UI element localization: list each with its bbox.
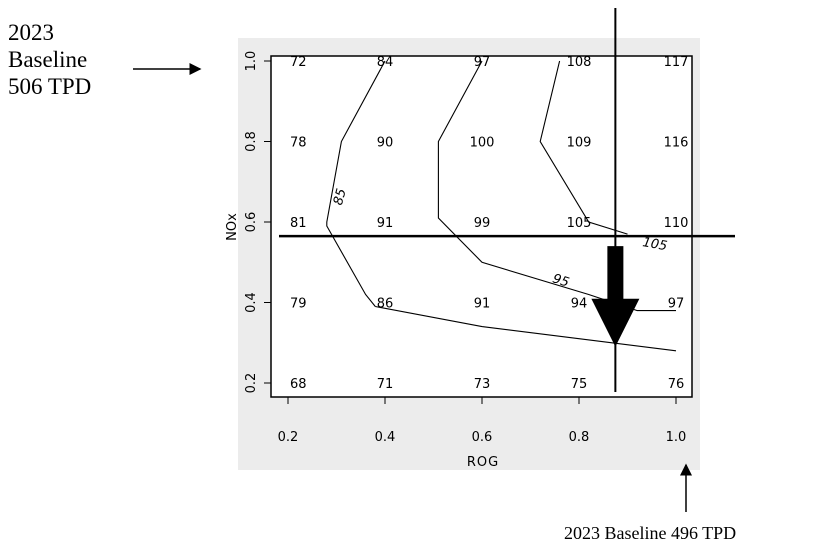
y-tick-label: 1.0 bbox=[244, 51, 259, 72]
cell-value: 86 bbox=[377, 297, 394, 312]
x-tick-label: 0.6 bbox=[472, 430, 493, 445]
cell-value: 109 bbox=[567, 136, 592, 151]
y-tick-label: 0.8 bbox=[244, 131, 259, 152]
contour-line-85 bbox=[326, 60, 386, 307]
y-tick-label: 0.6 bbox=[244, 212, 259, 233]
x-tick-label: 0.8 bbox=[569, 430, 590, 445]
cell-value: 117 bbox=[664, 55, 689, 70]
cell-value: 79 bbox=[290, 297, 307, 312]
rog-baseline-annotation: 2023 Baseline 496 TPD bbox=[564, 523, 737, 543]
cell-value: 105 bbox=[567, 216, 592, 231]
cell-value: 91 bbox=[377, 216, 394, 231]
cell-value: 76 bbox=[668, 377, 685, 392]
cell-value: 68 bbox=[290, 377, 307, 392]
x-axis-label: ROG bbox=[467, 455, 499, 470]
cell-value: 116 bbox=[664, 136, 689, 151]
contour-line-95 bbox=[437, 60, 676, 312]
y-tick-label: 0.2 bbox=[244, 373, 259, 394]
x-tick-label: 0.2 bbox=[278, 430, 299, 445]
cell-value: 100 bbox=[470, 136, 495, 151]
cell-value: 81 bbox=[290, 216, 307, 231]
contour-lines: 85 95 105 bbox=[326, 60, 677, 352]
contour-label: 85 bbox=[331, 187, 350, 207]
contour-line-105 bbox=[539, 60, 628, 235]
nox-baseline-line-3: 506 TPD bbox=[8, 73, 92, 99]
cell-values: 72 84 97 108 117 78 90 100 109 116 81 91 99 105 110 79 8… bbox=[290, 55, 688, 392]
reduction-arrow bbox=[591, 246, 640, 347]
cell-value: 90 bbox=[377, 136, 394, 151]
nox-baseline-line-2: Baseline bbox=[8, 46, 88, 72]
down-arrow bbox=[591, 246, 640, 347]
plot-frame bbox=[270, 55, 693, 398]
x-tick-label: 0.4 bbox=[375, 430, 396, 445]
cell-value: 72 bbox=[290, 55, 307, 70]
nox-baseline-annotation: 2023 Baseline 506 TPD bbox=[8, 20, 91, 101]
cell-value: 97 bbox=[474, 55, 491, 70]
cell-value: 71 bbox=[377, 377, 394, 392]
cell-value: 91 bbox=[474, 297, 491, 312]
cell-value: 99 bbox=[474, 216, 491, 231]
y-tick-label: 0.4 bbox=[244, 292, 259, 313]
contour-line-base bbox=[375, 305, 677, 352]
nox-baseline-line-1: 2023 bbox=[8, 20, 54, 45]
cell-value: 110 bbox=[664, 216, 689, 231]
cell-value: 75 bbox=[571, 377, 588, 392]
x-tick-label: 1.0 bbox=[666, 430, 687, 445]
cell-value: 84 bbox=[377, 55, 394, 70]
y-axis-label: NOx bbox=[225, 213, 240, 241]
contour-label: 95 bbox=[550, 271, 570, 290]
cell-value: 97 bbox=[668, 297, 685, 312]
axis-ticks: 0.2 0.4 0.6 0.8 1.0 1.0 0.8 0.6 0.4 0.2 bbox=[244, 51, 686, 445]
cell-value: 73 bbox=[474, 377, 491, 392]
cell-value: 108 bbox=[567, 55, 592, 70]
contour-label: 105 bbox=[641, 235, 668, 254]
cell-value: 78 bbox=[290, 136, 307, 151]
cell-value: 94 bbox=[571, 297, 588, 312]
